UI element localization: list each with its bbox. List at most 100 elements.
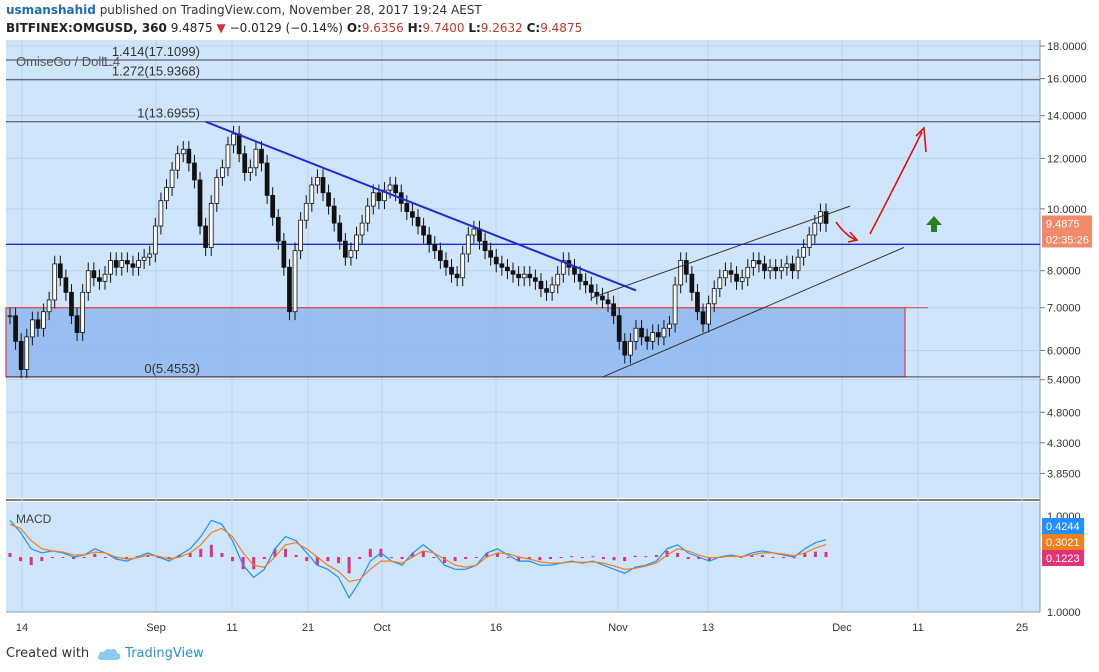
candle-body xyxy=(359,222,365,236)
histogram-value-tag xyxy=(1042,550,1084,566)
candle-body xyxy=(370,192,376,207)
fib-level-label: 1(13.6955) xyxy=(137,106,200,121)
candle-body xyxy=(756,260,762,265)
macd-histogram-bar xyxy=(580,557,584,558)
candle-body xyxy=(158,200,164,227)
candle-body xyxy=(812,222,818,236)
candle-body xyxy=(711,288,717,305)
symbol-interval: BITFINEX:OMGUSD, 360 xyxy=(6,21,167,35)
candle-body xyxy=(208,202,214,248)
macd-histogram-bar xyxy=(358,557,362,560)
candle-body xyxy=(510,270,516,275)
candle-body xyxy=(443,260,449,268)
candle-body xyxy=(588,284,594,293)
candle-body xyxy=(521,273,527,279)
macd-histogram-bar xyxy=(29,557,33,566)
macd-histogram-bar xyxy=(284,548,288,557)
candle-body xyxy=(477,228,482,242)
macd-histogram-bar xyxy=(178,554,182,557)
tradingview-link[interactable]: TradingView xyxy=(97,646,204,661)
macd-histogram-bar xyxy=(82,557,86,558)
candle-body xyxy=(197,179,203,227)
candle-body xyxy=(426,234,432,245)
macd-histogram-bar xyxy=(676,552,680,557)
macd-histogram-bar xyxy=(61,557,65,558)
y-tick-label: 5.4000 xyxy=(1047,375,1081,387)
candle-body xyxy=(650,332,656,342)
candle-body xyxy=(119,260,125,268)
macd-histogram-bar xyxy=(506,557,510,559)
candle-body xyxy=(41,311,46,329)
publish-info: usmanshahid published on TradingView.com… xyxy=(6,3,482,17)
price-axis[interactable]: 18.0000 16.0000 14.0000 12.0000 10.0000 8.000… xyxy=(1040,41,1092,619)
last-price: 9.4875 xyxy=(170,21,213,35)
down-trendline xyxy=(205,120,637,292)
macd-histogram-bar xyxy=(570,556,574,558)
overlay-label: 1.4 xyxy=(102,54,120,69)
candle-body xyxy=(527,273,533,279)
tradingview-brand: TradingView xyxy=(125,646,204,661)
candle-body xyxy=(80,291,86,333)
candle-body xyxy=(303,202,309,221)
signal-value-tag xyxy=(1042,534,1084,550)
candle-body xyxy=(91,270,97,279)
candle-body xyxy=(382,189,387,202)
price-tag xyxy=(1042,215,1092,232)
macd-histogram-bar xyxy=(782,557,786,558)
macd-histogram-bar xyxy=(114,557,118,560)
close-label: C: xyxy=(526,21,541,35)
candle-body xyxy=(465,234,471,255)
candle-body xyxy=(767,266,773,272)
y-tick-label: 3.8500 xyxy=(1047,468,1081,480)
macd-histogram-bar xyxy=(538,557,542,561)
candle-body xyxy=(52,263,58,301)
candle-body xyxy=(125,260,130,265)
candle-body xyxy=(471,228,477,236)
price-pane[interactable] xyxy=(6,40,1040,498)
candle-body xyxy=(320,177,326,194)
signal-line xyxy=(9,523,827,583)
candle-body xyxy=(622,340,628,356)
macd-histogram-bar xyxy=(93,553,97,557)
candle-body xyxy=(806,234,812,248)
red-pullback-arrow xyxy=(835,221,859,243)
close-value: 9.4875 xyxy=(540,21,583,35)
signal-value-tag-label: 0.3021 xyxy=(1046,537,1080,549)
high-value: 9.7400 xyxy=(422,21,465,35)
macd-histogram-bar xyxy=(273,548,277,557)
macd-histogram-bar xyxy=(697,557,701,560)
macd-histogram-bar xyxy=(644,556,648,558)
candle-body xyxy=(415,216,421,227)
footer: Created with TradingView xyxy=(6,646,204,661)
macd-histogram-bar xyxy=(559,557,563,558)
created-with-text: Created with xyxy=(6,646,90,661)
candle-body xyxy=(164,187,169,202)
candle-body xyxy=(778,266,784,272)
candle-body xyxy=(516,273,521,279)
candle-body xyxy=(7,315,13,318)
author-name[interactable]: usmanshahid xyxy=(6,3,96,17)
x-tick-label: 16 xyxy=(490,622,502,634)
candle-body xyxy=(309,184,315,204)
candle-body xyxy=(387,184,393,191)
macd-histogram-bar xyxy=(315,557,319,566)
candle-body xyxy=(46,299,52,313)
macd-indicator xyxy=(8,519,828,599)
histogram-value-tag-label: 0.1223 xyxy=(1046,553,1080,565)
candle-body xyxy=(152,225,158,255)
candle-body xyxy=(393,184,399,194)
candle-body xyxy=(57,263,63,279)
fib-levels: 1.414(17.1099) 1.272(15.9368) 1(13.6955) 0(… xyxy=(6,44,1040,378)
candle-body xyxy=(175,153,181,171)
candle-body xyxy=(538,280,544,290)
macd-histogram-bar xyxy=(347,557,351,574)
x-tick-label: Sep xyxy=(146,622,166,634)
candle-body xyxy=(147,253,153,258)
macd-histogram-bar xyxy=(8,552,12,557)
macd-histogram-bar xyxy=(50,557,54,558)
macd-histogram-bar xyxy=(707,557,711,561)
macd-histogram-bar xyxy=(464,557,468,560)
time-axis[interactable]: 14 Sep 11 21 Oct 16 Nov 13 Dec 11 25 xyxy=(16,622,1028,634)
candle-body xyxy=(493,256,499,265)
